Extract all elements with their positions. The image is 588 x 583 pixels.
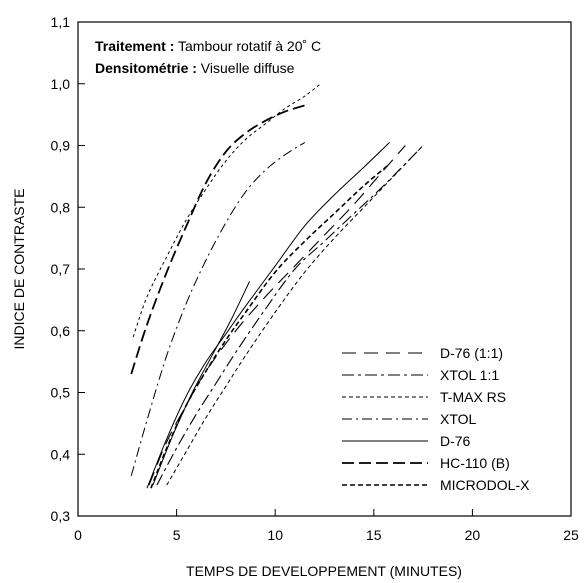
y-tick-label: 0,3 (51, 508, 71, 524)
annotation-line: Traitement : Tambour rotatif à 20˚ C (95, 38, 321, 54)
x-tick-label: 5 (173, 527, 181, 543)
legend-label: D-76 (1:1) (440, 345, 503, 361)
y-tick-label: 0,6 (51, 323, 71, 339)
y-tick-label: 1,1 (51, 14, 71, 30)
series-line-unlabeled-8 (152, 281, 251, 486)
y-tick-label: 0,9 (51, 138, 71, 154)
legend-label: XTOL (440, 411, 477, 427)
y-tick-label: 0,5 (51, 385, 71, 401)
y-axis: 0,3 0,4 0,5 0,6 0,7 0,8 0,9 1,0 1,1 (51, 14, 85, 524)
x-axis-label: TEMPS DE DEVELOPPEMENT (MINUTES) (186, 563, 462, 579)
legend-label: T-MAX RS (440, 389, 506, 405)
series-line-d-76-1-1 (148, 145, 406, 486)
x-tick-label: 10 (267, 527, 283, 543)
series-line-xtol (130, 141, 306, 476)
x-axis: 0 5 10 15 20 25 (74, 509, 579, 543)
legend-label: D-76 (440, 433, 471, 449)
legend-label: MICRODOL-X (440, 477, 530, 493)
y-tick-label: 0,4 (51, 446, 71, 462)
x-tick-label: 20 (465, 527, 481, 543)
y-tick-label: 0,8 (51, 199, 71, 215)
series-line-t-max-rs (166, 145, 424, 486)
y-tick-label: 1,0 (51, 76, 71, 92)
series-line-xtol-1-1 (156, 145, 424, 486)
series-line-d-76 (146, 142, 390, 489)
y-tick-label: 0,7 (51, 261, 71, 277)
series-line-unlabeled-7 (132, 83, 321, 338)
annotations: Traitement : Tambour rotatif à 20˚ C Dens… (95, 38, 321, 76)
y-axis-label: INDICE DE CONTRASTE (11, 188, 27, 349)
series-lines (130, 83, 424, 489)
legend: D-76 (1:1) XTOL 1:1 T-MAX RS XTOL D-76 HC-110… (342, 345, 530, 493)
annotation-line: Densitométrie : Visuelle diffuse (95, 60, 295, 76)
series-line-hc-110-b (130, 104, 306, 375)
x-tick-label: 0 (74, 527, 82, 543)
legend-label: HC-110 (B) (440, 455, 510, 471)
x-tick-label: 25 (563, 527, 579, 543)
legend-label: XTOL 1:1 (440, 367, 499, 383)
plot-frame (77, 21, 572, 517)
x-tick-label: 15 (366, 527, 382, 543)
series-line-microdol-x (150, 163, 391, 489)
